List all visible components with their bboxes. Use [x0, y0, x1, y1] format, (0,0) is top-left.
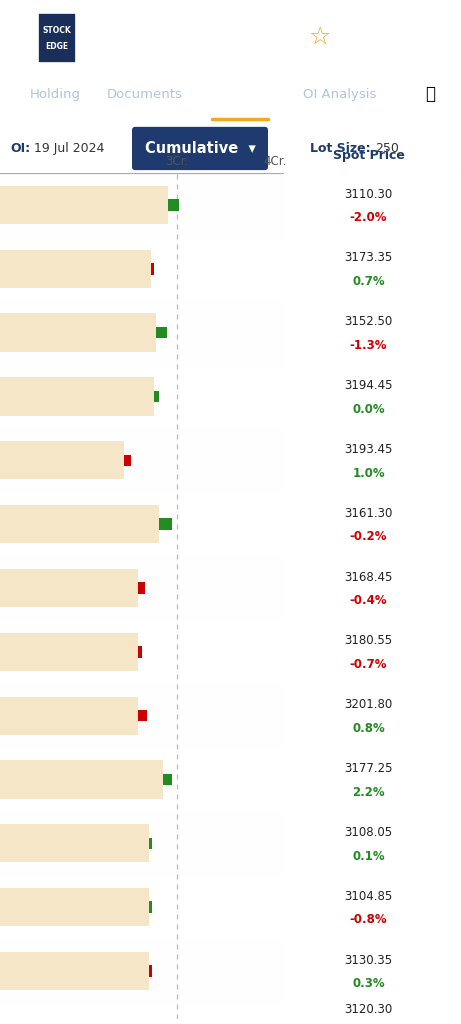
- Text: 0.0%: 0.0%: [352, 402, 385, 416]
- Bar: [168, 200, 179, 211]
- Bar: [0, 185, 168, 224]
- Text: 3173.35: 3173.35: [344, 252, 393, 264]
- Bar: [0, 556, 284, 620]
- Text: 0.8%: 0.8%: [352, 722, 385, 735]
- Text: 1.0%: 1.0%: [352, 467, 385, 479]
- Text: Reliance Industr...: Reliance Industr...: [87, 28, 313, 48]
- Text: 0.1%: 0.1%: [352, 850, 385, 862]
- Text: -1.3%: -1.3%: [350, 339, 387, 352]
- Bar: [149, 901, 153, 913]
- Text: Documents: Documents: [107, 88, 183, 101]
- Text: 3120.30: 3120.30: [344, 1002, 393, 1016]
- Bar: [0, 761, 163, 799]
- Bar: [138, 583, 145, 594]
- Text: Lot Size:: Lot Size:: [310, 142, 371, 155]
- Text: Cumulative  ▾: Cumulative ▾: [145, 141, 255, 156]
- Bar: [0, 939, 284, 1002]
- Text: 3152.50: 3152.50: [344, 315, 393, 329]
- Text: ←: ←: [12, 26, 32, 50]
- Text: 3193.45: 3193.45: [344, 443, 393, 456]
- Text: OI Analysis: OI Analysis: [303, 88, 377, 101]
- Bar: [0, 441, 124, 479]
- Bar: [138, 710, 147, 721]
- FancyBboxPatch shape: [132, 127, 268, 170]
- Bar: [0, 633, 138, 671]
- Text: 2.2%: 2.2%: [352, 785, 385, 799]
- Bar: [124, 455, 131, 466]
- Text: -0.2%: -0.2%: [350, 530, 387, 544]
- Text: 0.3%: 0.3%: [352, 977, 385, 990]
- Bar: [0, 684, 284, 748]
- FancyBboxPatch shape: [38, 13, 76, 62]
- Bar: [149, 838, 153, 849]
- Text: OI:: OI:: [10, 142, 30, 155]
- Text: Spot Price: Spot Price: [333, 148, 404, 162]
- Text: 3110.30: 3110.30: [344, 187, 393, 201]
- Text: EDGE: EDGE: [46, 42, 69, 51]
- Text: -0.4%: -0.4%: [350, 594, 387, 607]
- Text: 3108.05: 3108.05: [344, 826, 393, 839]
- Bar: [160, 518, 172, 529]
- Text: Futures OI: Futures OI: [201, 88, 279, 101]
- Text: 3104.85: 3104.85: [344, 890, 393, 903]
- Bar: [156, 327, 166, 338]
- Text: 3161.30: 3161.30: [344, 507, 393, 520]
- Text: 250: 250: [375, 142, 399, 155]
- Bar: [149, 966, 153, 977]
- Text: 19 Jul 2024: 19 Jul 2024: [34, 142, 104, 155]
- Bar: [0, 811, 284, 876]
- Bar: [0, 696, 138, 735]
- Text: 3130.35: 3130.35: [344, 953, 393, 967]
- Bar: [163, 774, 172, 785]
- Bar: [0, 569, 138, 607]
- Text: 3194.45: 3194.45: [344, 379, 393, 392]
- Text: Holding: Holding: [30, 88, 81, 101]
- Bar: [0, 952, 149, 990]
- Bar: [154, 391, 160, 402]
- Text: 3201.80: 3201.80: [344, 698, 393, 712]
- Text: -2.0%: -2.0%: [350, 211, 387, 224]
- Bar: [0, 250, 151, 288]
- Text: STOCK: STOCK: [42, 27, 71, 36]
- Bar: [0, 888, 149, 927]
- Text: 3168.45: 3168.45: [344, 570, 393, 584]
- Text: -0.7%: -0.7%: [350, 658, 387, 671]
- Bar: [138, 646, 142, 657]
- Bar: [0, 301, 284, 365]
- Text: 3180.55: 3180.55: [344, 635, 393, 647]
- Text: 0.7%: 0.7%: [352, 275, 385, 288]
- Text: ☆: ☆: [309, 26, 331, 50]
- Text: ◀◀: ◀◀: [411, 29, 439, 47]
- Bar: [151, 263, 154, 274]
- Bar: [0, 377, 154, 416]
- Bar: [0, 824, 149, 862]
- Bar: [0, 505, 160, 544]
- Text: 3177.25: 3177.25: [344, 762, 393, 775]
- Bar: [0, 173, 284, 237]
- Text: -0.8%: -0.8%: [350, 913, 387, 927]
- Bar: [0, 313, 156, 352]
- Text: 🔧: 🔧: [425, 85, 435, 103]
- Bar: [0, 428, 284, 493]
